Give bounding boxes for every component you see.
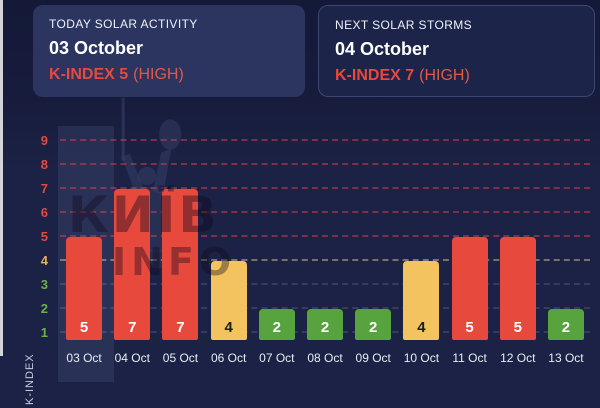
y-tick-7: 7 — [40, 181, 48, 196]
bar-value-label: 2 — [369, 319, 378, 336]
bar-column-05-oct: 7 — [156, 118, 204, 340]
today-solar-activity-card: TODAY SOLAR ACTIVITY 03 October K-INDEX … — [33, 5, 305, 97]
next-card-date: 04 October — [335, 39, 430, 59]
bar-column-09-oct: 2 — [349, 118, 397, 340]
y-tick-9: 9 — [40, 133, 48, 148]
today-card-date: 03 October — [49, 38, 144, 58]
y-tick-5: 5 — [40, 229, 48, 244]
bar-value-label: 5 — [513, 319, 522, 336]
x-label-11-oct: 11 Oct — [452, 351, 487, 365]
bar-value-label: 4 — [417, 319, 426, 336]
kindex-bar-10-oct: 4 — [403, 261, 440, 340]
bar-column-08-oct: 2 — [301, 118, 349, 340]
gridline-level-7 — [60, 187, 590, 189]
bar-column-10-oct: 4 — [397, 118, 445, 340]
bar-value-label: 7 — [176, 319, 185, 336]
x-label-04-oct: 04 Oct — [114, 351, 150, 365]
bars-container: 5 7 7 4 2 2 2 4 5 5 2 — [60, 118, 590, 340]
bar-value-label: 4 — [224, 319, 233, 336]
gridline-level-6 — [60, 211, 590, 213]
next-solar-storms-card: NEXT SOLAR STORMS 04 October K-INDEX 7 (H… — [318, 5, 595, 97]
bar-value-label: 2 — [272, 319, 282, 336]
y-tick-6: 6 — [40, 205, 48, 220]
watermark-info-text: INFO — [112, 240, 237, 284]
kindex-bar-12-oct: 5 — [499, 237, 536, 340]
kindex-bar-05-oct: 7 — [162, 189, 199, 340]
bar-column-13-oct: 2 — [542, 118, 590, 340]
bar-value-label: 5 — [465, 319, 474, 336]
kindex-bar-04-oct: 7 — [114, 189, 151, 340]
x-label-07-oct: 07 Oct — [259, 351, 295, 365]
next-card-kindex: K-INDEX 7 (HIGH) — [335, 67, 578, 85]
gridline-level-2 — [60, 307, 590, 309]
x-label-10-oct: 10 Oct — [403, 351, 440, 365]
x-label-13-oct: 13 Oct — [548, 351, 584, 365]
kindex-bar-09-oct: 2 — [355, 309, 392, 340]
left-edge-strip — [0, 0, 3, 356]
today-card-kindex: K-INDEX 5 (HIGH) — [49, 66, 289, 84]
kindex-bar-07-oct: 2 — [258, 309, 295, 340]
gridline-level-8 — [60, 163, 590, 165]
gridline-level-5 — [60, 235, 590, 237]
x-label-09-oct: 09 Oct — [355, 351, 391, 365]
y-tick-2: 2 — [40, 301, 48, 316]
y-tick-3: 3 — [40, 277, 48, 292]
watermark-kyiv-text: КИЇВ — [68, 186, 220, 244]
gridline-level-3 — [60, 283, 590, 285]
today-kindex-qualifier: (HIGH) — [133, 66, 184, 83]
bar-value-label: 2 — [320, 319, 330, 336]
x-label-06-oct: 06 Oct — [210, 351, 247, 365]
bar-column-04-oct: 7 — [108, 118, 156, 340]
x-label-12-oct: 12 Oct — [500, 351, 536, 365]
gridline-level-4 — [60, 259, 590, 261]
y-axis-title: K-INDEX — [24, 353, 36, 405]
y-tick-1: 1 — [40, 325, 48, 340]
bar-column-07-oct: 2 — [253, 118, 301, 340]
bar-column-11-oct: 5 — [446, 118, 494, 340]
y-tick-8: 8 — [40, 157, 48, 172]
bar-column-12-oct: 5 — [494, 118, 542, 340]
x-label-03-oct: 03 Oct — [66, 351, 102, 365]
x-axis-labels: 03 Oct 04 Oct 05 Oct 06 Oct 07 Oct 08 Oct 09 O… — [60, 351, 590, 365]
kindex-bar-08-oct: 2 — [307, 309, 344, 340]
next-kindex-qualifier: (HIGH) — [419, 67, 470, 84]
next-kindex-value: K-INDEX 7 — [335, 67, 415, 84]
bar-value-label: 2 — [561, 319, 571, 336]
y-axis-ticks: 1 2 3 4 5 6 7 8 9 — [24, 118, 48, 340]
x-label-08-oct: 08 Oct — [307, 351, 343, 365]
next-card-title: NEXT SOLAR STORMS — [335, 18, 473, 32]
bar-column-03-oct: 5 — [60, 118, 108, 340]
y-tick-4: 4 — [40, 253, 48, 268]
x-label-05-oct: 05 Oct — [162, 351, 199, 365]
today-card-title: TODAY SOLAR ACTIVITY — [49, 17, 198, 31]
kindex-bar-13-oct: 2 — [547, 309, 584, 340]
bar-column-06-oct: 4 — [205, 118, 253, 340]
kindex-bar-11-oct: 5 — [451, 237, 488, 340]
gridline-level-9 — [60, 139, 590, 141]
kindex-bar-03-oct: 5 — [66, 237, 103, 340]
bar-value-label: 5 — [79, 319, 89, 336]
bar-value-label: 7 — [128, 319, 137, 336]
kindex-bar-06-oct: 4 — [210, 261, 247, 340]
kindex-bar-chart-plot: 5 7 7 4 2 2 2 4 5 5 2 — [60, 98, 590, 340]
today-kindex-value: K-INDEX 5 — [49, 66, 129, 83]
